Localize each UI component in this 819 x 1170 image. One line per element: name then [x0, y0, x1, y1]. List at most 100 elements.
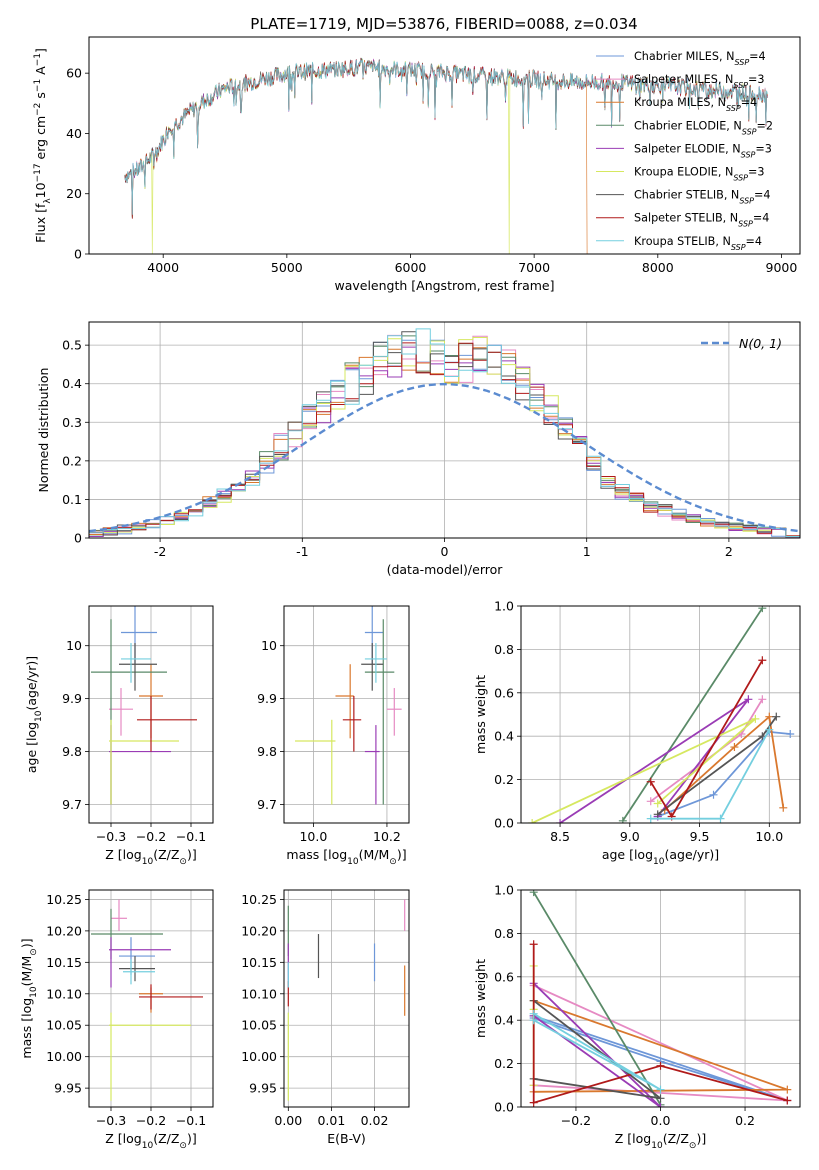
weight-vs-age-ytick-label: 0.4 [494, 729, 514, 744]
age-vs-mass-frame [283, 605, 410, 824]
weight-vs-z-marker-2-1 [783, 1085, 792, 1094]
weight-vs-z-marker-7-2 [656, 1061, 665, 1070]
weight-vs-age-xtick-label: 9.0 [620, 829, 640, 844]
weight-vs-z-ylabel: mass weight [473, 959, 488, 1038]
age-vs-z-ytick-label: 9.7 [62, 797, 82, 812]
age-vs-z-panel: −0.3 −0.2 −0.1 9.7 9.8 9.9 10 Z [log10(Z/Z⊙)] ag… [24, 605, 214, 867]
weight-vs-z-line-3 [532, 891, 662, 1106]
residuals-ytick-label: 0 [74, 531, 82, 546]
weight-vs-age-marker-4-1 [744, 695, 753, 704]
weight-vs-z-ytick-label: 0.2 [494, 1056, 514, 1071]
weight-vs-z-ytick-label: 0.8 [494, 926, 514, 941]
spectrum-xtick-label: 8000 [642, 260, 674, 275]
weight-vs-age-marker-8-0 [646, 814, 655, 823]
residuals-ytick-label: 0.1 [62, 492, 82, 507]
weight-vs-age-xtick-label: 10.0 [755, 829, 783, 844]
age-vs-mass-panel: 10.0 10.2 9.7 9.8 9.9 10 mass [log10(M/M⊙)] [257, 605, 410, 867]
weight-vs-z-panel: −0.2 0.0 0.2 0.0 0.2 0.4 0.6 0.8 1.0 Z [log10(Z/Z… [473, 883, 801, 1151]
spectrum-xtick-label: 9000 [766, 260, 798, 275]
mass-vs-ebv-ytick-label: 9.95 [249, 1081, 277, 1096]
weight-vs-z-ytick-label: 1.0 [494, 883, 514, 898]
spectrum-xtick-label: 7000 [518, 260, 550, 275]
weight-vs-age-marker-1-2 [758, 695, 767, 704]
mass-vs-z-xtick-label: −0.3 [96, 1113, 126, 1128]
weight-vs-age-marker-1-0 [646, 797, 655, 806]
mass-vs-ebv-ytick-label: 10.10 [241, 986, 277, 1001]
residuals-xtick-label: -1 [296, 544, 308, 559]
age-vs-z-ytick-label: 10 [66, 638, 82, 653]
age-vs-z-ylabel: age [log10(age/yr)] [24, 656, 44, 773]
weight-vs-age-xtick-label: 9.5 [690, 829, 710, 844]
weight-vs-age-panel: 8.5 9.0 9.5 10.0 0.0 0.2 0.4 0.6 0.8 1.0 age [log1… [473, 599, 801, 867]
spectrum-panel: 4000 5000 6000 7000 8000 9000 0 20 40 60 wavelengt… [33, 36, 801, 293]
spectrum-legend: Chabrier MILES, NSSP=4 Salpeter MILES, NS… [596, 50, 773, 251]
weight-vs-z-marker-3-0 [529, 890, 538, 897]
weight-vs-age-ytick-label: 0.2 [494, 772, 514, 787]
legend-label-3: Chabrier ELODIE, NSSP=2 [634, 119, 773, 136]
spectrum-ylabel: Flux [fλ10−17 erg cm−2 s−1 A−1] [33, 48, 53, 243]
legend-label-5: Kroupa ELODIE, NSSP=3 [634, 166, 765, 183]
age-vs-mass-xtick-label: 10.0 [299, 829, 327, 844]
weight-vs-age-marker-8-2 [765, 725, 774, 734]
mass-vs-z-ytick-label: 10.05 [46, 1018, 82, 1033]
weight-vs-z-line-4 [533, 982, 662, 1107]
weight-vs-z-marker-8-2 [529, 1016, 538, 1025]
mass-vs-z-ylabel: mass [log10(M/M⊙)] [19, 938, 39, 1058]
mass-vs-z-panel: −0.3 −0.2 −0.1 9.95 10.00 10.05 10.10 10.15 10.2… [19, 889, 214, 1151]
weight-vs-age-line-2 [664, 714, 785, 811]
residuals-legend: N(0, 1) [701, 336, 782, 351]
residuals-ytick-label: 0.5 [62, 338, 82, 353]
weight-vs-age-ytick-label: 0.8 [494, 642, 514, 657]
weight-vs-age-marker-7-0 [646, 777, 655, 786]
residuals-xtick-label: 1 [583, 544, 591, 559]
mass-vs-z-ytick-label: 10.25 [46, 892, 82, 907]
weight-vs-age-marker-2-1 [730, 743, 739, 752]
figure-title: PLATE=1719, MJD=53876, FIBERID=0088, z=0… [250, 15, 637, 33]
weight-vs-age-marker-7-2 [758, 656, 767, 665]
residuals-ytick-label: 0.4 [62, 376, 82, 391]
mass-vs-ebv-ytick-label: 10.00 [241, 1049, 277, 1064]
weight-vs-age-marker-3-1 [758, 606, 767, 613]
residuals-ytick-label: 0.3 [62, 415, 82, 430]
residuals-xtick-label: -2 [154, 544, 166, 559]
weight-vs-z-frame [520, 889, 801, 1108]
weight-vs-age-marker-0-3 [786, 730, 795, 739]
mass-vs-ebv-frame [283, 889, 410, 1108]
weight-vs-z-marker-7-1 [529, 1098, 538, 1107]
weight-vs-z-marker-4-1 [656, 1103, 665, 1107]
weight-vs-age-marker-2-3 [779, 803, 788, 812]
age-vs-mass-ytick-label: 10 [261, 638, 277, 653]
residuals-panel: -2 -1 0 1 2 0 0.1 0.2 0.3 0.4 0.5 (data-model)/erro… [36, 321, 801, 577]
legend-label-6: Chabrier STELIB, NSSP=4 [634, 189, 771, 206]
weight-vs-age-xtick-label: 8.5 [550, 829, 570, 844]
weight-vs-z-xlabel: Z [log10(Z/Z⊙)] [615, 1131, 706, 1151]
weight-vs-age-marker-6-2 [772, 712, 781, 721]
residuals-plot-area [89, 328, 800, 538]
spectrum-xtick-label: 6000 [395, 260, 427, 275]
weight-vs-z-xtick-label: 0.2 [735, 1113, 755, 1128]
age-vs-z-xtick-label: −0.1 [176, 829, 206, 844]
age-vs-z-ytick-label: 9.8 [62, 744, 82, 759]
age-vs-mass-ytick-label: 9.7 [257, 797, 277, 812]
mass-vs-ebv-plot-area [287, 899, 406, 1101]
weight-vs-age-marker-5-1 [751, 714, 760, 723]
mass-vs-z-frame [88, 889, 214, 1108]
legend-label-8: Kroupa STELIB, NSSP=4 [634, 235, 762, 252]
legend-label-2: Kroupa MILES, NSSP=4 [634, 96, 757, 113]
age-vs-z-xtick-label: −0.2 [136, 829, 166, 844]
spectrum-xlabel: wavelength [Angstrom, rest frame] [334, 278, 554, 293]
weight-vs-age-marker-8-1 [716, 814, 725, 823]
normal-legend-label: N(0, 1) [739, 336, 782, 351]
mass-vs-z-ytick-label: 10.00 [46, 1049, 82, 1064]
weight-vs-age-marker-5-2 [653, 799, 662, 808]
age-vs-z-plot-area [91, 606, 197, 805]
weight-vs-z-xtick-label: 0.0 [651, 1113, 671, 1128]
normal-curve [89, 382, 800, 533]
mass-vs-ebv-ytick-label: 10.15 [241, 955, 277, 970]
weight-vs-age-line-0 [657, 730, 791, 818]
weight-vs-age-ytick-label: 0.0 [494, 816, 514, 831]
age-vs-mass-plot-area [295, 606, 402, 805]
age-vs-mass-ytick-label: 9.9 [257, 691, 277, 706]
residuals-ylabel: Normed distribution [36, 368, 51, 493]
